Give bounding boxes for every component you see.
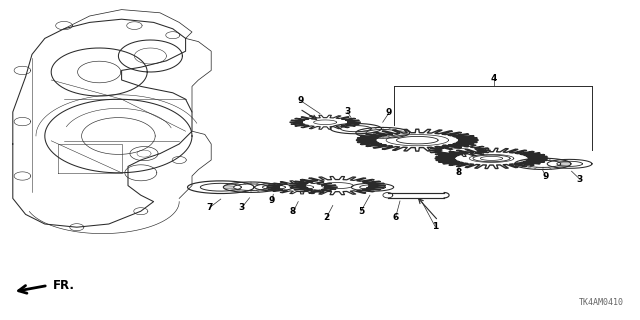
Text: 4: 4 <box>491 74 497 83</box>
Text: 9: 9 <box>543 172 549 181</box>
Text: 9: 9 <box>269 196 275 205</box>
Text: 9: 9 <box>298 96 304 105</box>
Text: 8: 8 <box>455 168 461 177</box>
Text: 9: 9 <box>386 108 392 117</box>
Text: FR.: FR. <box>53 279 75 292</box>
Text: 7: 7 <box>207 203 213 212</box>
Text: 3: 3 <box>344 108 351 116</box>
Text: 3: 3 <box>577 175 583 184</box>
Text: 5: 5 <box>358 207 364 216</box>
Text: 2: 2 <box>323 213 330 222</box>
Text: 8: 8 <box>290 207 296 216</box>
Text: 3: 3 <box>239 203 245 212</box>
Text: TK4AM0410: TK4AM0410 <box>579 298 624 307</box>
Text: 1: 1 <box>432 222 438 231</box>
Text: 6: 6 <box>392 213 399 222</box>
